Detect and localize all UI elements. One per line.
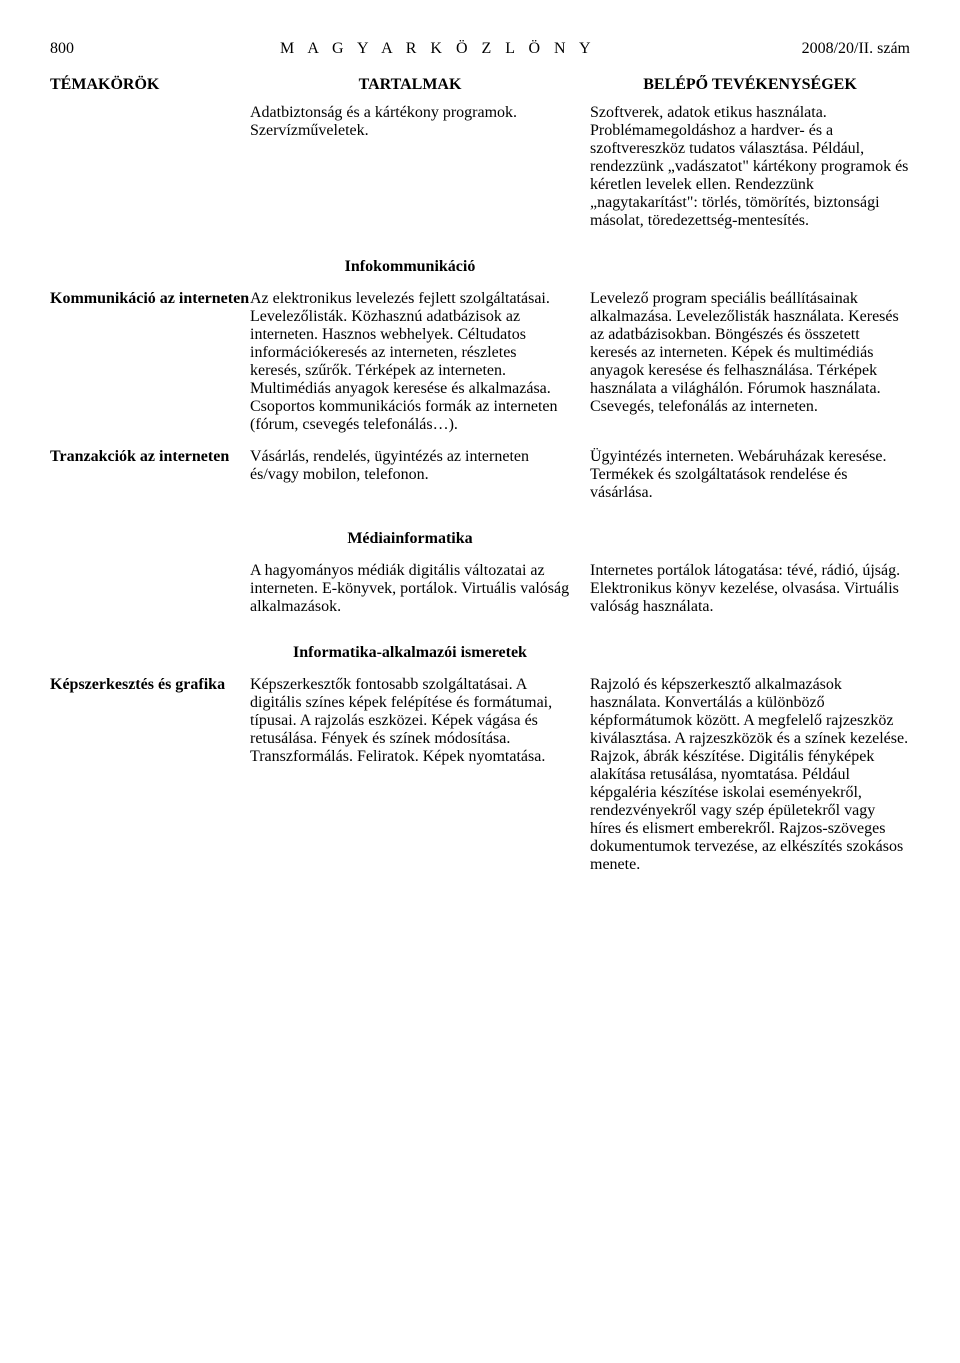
content-cell: A hagyományos médiák digitális változata…	[250, 562, 590, 616]
topic-cell: Képszerkesztés és grafika	[50, 676, 250, 874]
topic-cell	[50, 104, 250, 230]
activity-cell: Ügyintézés interneten. Webáruházak keres…	[590, 448, 910, 502]
content-cell: Képszerkesztők fontosabb szolgáltatásai.…	[250, 676, 590, 874]
content-cell: Adatbiztonság és a kártékony programok. …	[250, 104, 590, 230]
topic-cell: Kommunikáció az interneten	[50, 290, 250, 434]
section-title: Informatika-alkalmazói ismeretek	[250, 630, 570, 676]
section-divider: Médiainformatika	[50, 516, 910, 562]
topic-cell	[50, 562, 250, 616]
column-headers: TÉMAKÖRÖK TARTALMAK BELÉPŐ TEVÉKENYSÉGEK	[50, 76, 910, 94]
issue-number: 2008/20/II. szám	[802, 40, 910, 58]
content-row: Adatbiztonság és a kártékony programok. …	[50, 104, 910, 230]
section-divider: Infokommunikáció	[50, 244, 910, 290]
activity-cell: Levelező program speciális beállításaina…	[590, 290, 910, 434]
content-row: Kommunikáció az interneten Az elektronik…	[50, 290, 910, 434]
topic-cell: Tranzakciók az interneten	[50, 448, 250, 502]
col-header-topics: TÉMAKÖRÖK	[50, 76, 250, 94]
content-row: Tranzakciók az interneten Vásárlás, rend…	[50, 448, 910, 502]
content-row: Képszerkesztés és grafika Képszerkesztők…	[50, 676, 910, 874]
journal-title: M A G Y A R K Ö Z L Ö N Y	[280, 40, 596, 58]
content-cell: Az elektronikus levelezés fejlett szolgá…	[250, 290, 590, 434]
activity-cell: Rajzoló és képszerkesztő alkalmazások ha…	[590, 676, 910, 874]
content-row: A hagyományos médiák digitális változata…	[50, 562, 910, 616]
section-divider: Informatika-alkalmazói ismeretek	[50, 630, 910, 676]
page-header: 800 M A G Y A R K Ö Z L Ö N Y 2008/20/II…	[50, 40, 910, 58]
page-number: 800	[50, 40, 74, 58]
col-header-activities: BELÉPŐ TEVÉKENYSÉGEK	[590, 76, 910, 94]
section-title: Médiainformatika	[250, 516, 570, 562]
activity-cell: Szoftverek, adatok etikus használata. Pr…	[590, 104, 910, 230]
activity-cell: Internetes portálok látogatása: tévé, rá…	[590, 562, 910, 616]
section-title: Infokommunikáció	[250, 244, 570, 290]
col-header-contents: TARTALMAK	[250, 76, 590, 94]
content-cell: Vásárlás, rendelés, ügyintézés az intern…	[250, 448, 590, 502]
